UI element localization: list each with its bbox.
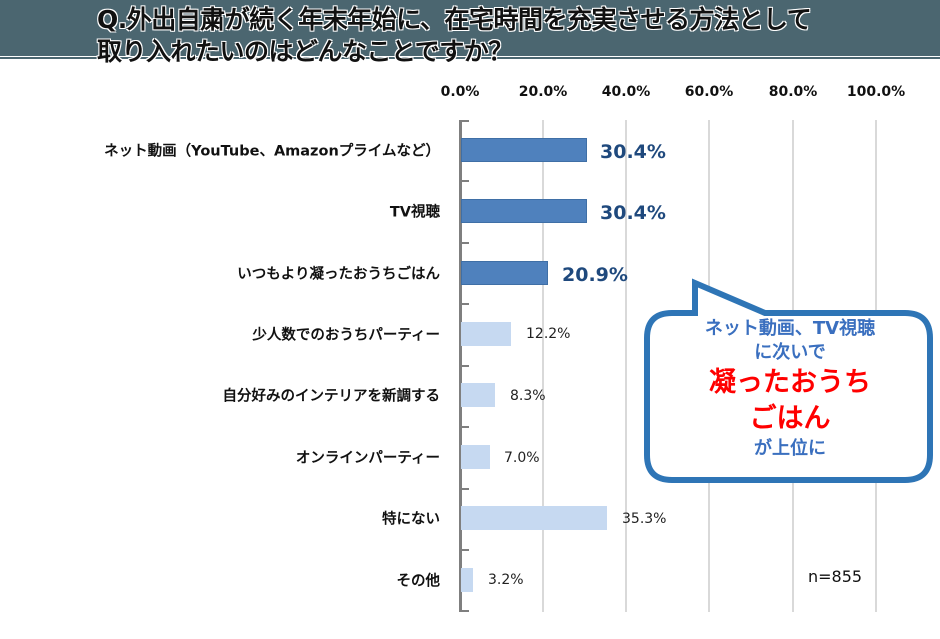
callout-line-2: に次いで — [754, 342, 826, 363]
bar-new-interior — [461, 383, 495, 407]
gridline — [542, 120, 544, 612]
x-tick-20: 20.0% — [518, 84, 568, 100]
callout-text: ネット動画、TV視聴 に次いで 凝ったおうち ごはん が上位に — [655, 317, 925, 461]
chart-title: Q.外出自粛が続く年末年始に、在宅時間を充実させる方法として 取り入れたいのはど… — [97, 4, 927, 68]
bar-tv-viewing — [461, 199, 587, 223]
callout-highlight-2: ごはん — [749, 403, 831, 434]
axis-tick — [459, 120, 469, 122]
axis-tick — [459, 180, 469, 182]
value-label: 8.3% — [510, 388, 546, 404]
bar-nothing-in-particular — [461, 506, 607, 530]
category-label: いつもより凝ったおうちごはん — [237, 266, 440, 283]
bar-elaborate-home-meal — [461, 261, 548, 285]
gridline — [625, 120, 627, 612]
value-label: 35.3% — [622, 511, 667, 527]
category-label: 特にない — [382, 511, 440, 528]
axis-tick — [459, 303, 469, 305]
title-line-2: 取り入れたいのはどんなことですか？ — [97, 37, 513, 66]
bar-other — [461, 568, 473, 592]
sample-size: n=855 — [808, 567, 863, 586]
header-divider — [0, 57, 940, 59]
category-label: 自分好みのインテリアを新調する — [222, 388, 441, 405]
header-band — [0, 0, 940, 56]
callout-line-1: ネット動画、TV視聴 — [704, 318, 876, 339]
callout-highlight-1: 凝ったおうち — [709, 367, 871, 398]
axis-tick — [459, 610, 469, 612]
value-label: 7.0% — [504, 450, 540, 466]
bar-online-party — [461, 445, 490, 469]
value-label: 3.2% — [488, 572, 524, 588]
title-line-1: Q.外出自粛が続く年末年始に、在宅時間を充実させる方法として — [97, 5, 812, 34]
x-tick-0: 0.0% — [440, 84, 480, 100]
category-label: TV視聴 — [389, 204, 440, 221]
bar-online-video — [461, 138, 587, 162]
category-label: その他 — [396, 573, 441, 590]
category-label: 少人数でのおうちパーティー — [252, 327, 440, 344]
bar-small-home-party — [461, 322, 511, 346]
callout-line-3: が上位に — [754, 438, 826, 459]
axis-tick — [459, 426, 469, 428]
speech-bubble — [644, 278, 933, 483]
x-tick-40: 40.0% — [601, 84, 651, 100]
value-label: 30.4% — [600, 202, 666, 224]
x-tick-60: 60.0% — [684, 84, 734, 100]
axis-tick — [459, 365, 469, 367]
x-tick-80: 80.0% — [768, 84, 818, 100]
axis-tick — [459, 242, 469, 244]
axis-tick — [459, 488, 469, 490]
category-label: オンラインパーティー — [295, 450, 440, 467]
value-label: 30.4% — [600, 141, 666, 163]
x-tick-100: 100.0% — [846, 84, 906, 100]
value-label: 12.2% — [526, 326, 571, 342]
axis-tick — [459, 549, 469, 551]
category-label: ネット動画（YouTube、Amazonプライムなど） — [104, 143, 440, 160]
value-label: 20.9% — [562, 264, 628, 286]
